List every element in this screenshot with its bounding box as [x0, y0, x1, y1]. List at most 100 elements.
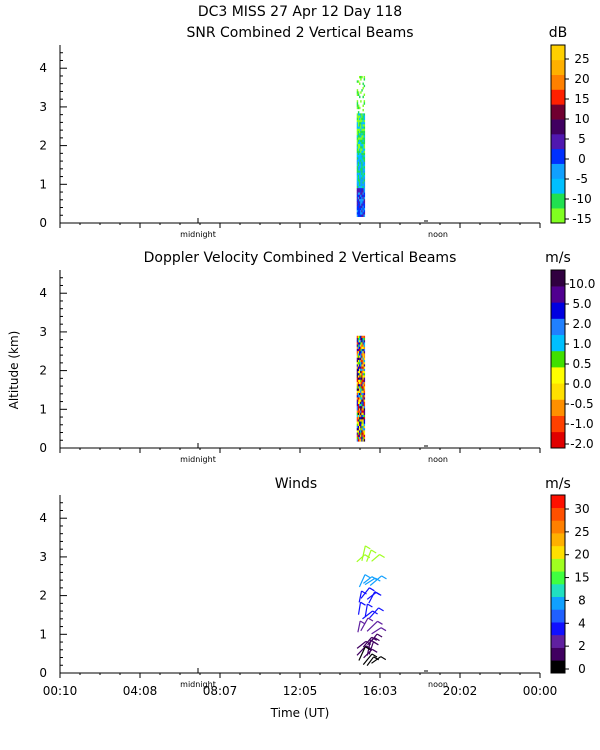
heatmap-cell — [363, 388, 366, 391]
heatmap-cell — [356, 390, 359, 394]
heatmap-cell — [359, 421, 361, 424]
colorbar-swatch — [551, 163, 565, 179]
heatmap-cell — [357, 335, 360, 339]
colorbar-swatch — [551, 270, 565, 287]
heatmap-cell — [362, 196, 364, 200]
heatmap-cell — [359, 375, 361, 378]
heatmap-cell — [361, 192, 363, 195]
heatmap-cell — [362, 390, 364, 394]
colorbar-tick-label: 8 — [578, 593, 586, 607]
winds-panel: 0 1 2 3 4 midnight noon — [39, 495, 541, 689]
heatmap-cell — [356, 190, 359, 193]
heatmap-cell — [361, 397, 363, 400]
heatmap-cell — [361, 207, 363, 211]
heatmap-cell — [356, 163, 359, 167]
heatmap-cell — [356, 425, 359, 429]
y-axis-label: Altitude (km) — [7, 331, 21, 410]
heatmap-cell — [359, 75, 361, 79]
heatmap-cell — [357, 362, 360, 365]
heatmap-cell — [359, 141, 361, 145]
heatmap-cell — [362, 434, 364, 438]
heatmap-cell — [357, 351, 360, 354]
heatmap-cell — [362, 150, 364, 154]
colorbar-frame — [550, 494, 566, 674]
heatmap-cell — [361, 196, 363, 200]
heatmap-cell — [361, 177, 363, 180]
heatmap-cell — [361, 417, 363, 420]
heatmap-cell — [362, 148, 364, 151]
colorbar-tick-label: 10 — [574, 112, 589, 126]
heatmap-cell — [357, 199, 360, 202]
heatmap-cell — [359, 95, 361, 99]
heatmap-cell — [360, 364, 362, 367]
heatmap-cell — [363, 93, 366, 96]
heatmap-cell — [360, 421, 362, 424]
heatmap-cell — [359, 115, 361, 118]
heatmap-cell — [360, 342, 362, 345]
heatmap-cell — [361, 388, 363, 391]
heatmap-cell — [356, 185, 359, 189]
heatmap-cell — [362, 212, 364, 215]
heatmap-cell — [362, 137, 364, 140]
heatmap-cell — [359, 163, 361, 167]
heatmap-cell — [360, 75, 362, 79]
heatmap-cell — [362, 126, 364, 129]
heatmap-cell — [361, 419, 363, 422]
colorbar-tick-label: 0 — [578, 662, 586, 676]
wind-barb-flag — [364, 574, 371, 579]
heatmap-cell — [361, 135, 363, 138]
colorbar-swatch — [551, 104, 565, 120]
heatmap-cell — [363, 177, 366, 180]
heatmap-cell — [363, 78, 366, 81]
heatmap-cell — [362, 348, 364, 352]
heatmap-cell — [361, 364, 363, 367]
heatmap-cell — [356, 159, 359, 162]
y-tick-label: 3 — [39, 100, 47, 114]
wind-barb-flag — [371, 648, 378, 653]
heatmap-cell — [359, 179, 361, 182]
heatmap-cell — [363, 124, 366, 127]
heatmap-cell — [360, 395, 362, 398]
y-tick-label: 4 — [39, 511, 47, 525]
colorbar-tick-label: 25 — [574, 52, 589, 66]
heatmap-cell — [360, 126, 362, 129]
heatmap-cell — [363, 428, 366, 431]
heatmap-cell — [363, 201, 366, 204]
x-tick-label: 20:02 — [443, 684, 478, 698]
heatmap-cell — [357, 192, 360, 195]
colorbar-tick-label: 0.0 — [572, 377, 591, 391]
heatmap-cell — [357, 133, 360, 136]
heatmap-cell — [359, 353, 361, 356]
heatmap-cell — [361, 421, 363, 424]
heatmap-cell — [361, 379, 363, 383]
heatmap-cell — [357, 379, 360, 383]
heatmap-cell — [360, 436, 362, 440]
heatmap-cell — [361, 439, 363, 442]
heatmap-cell — [357, 408, 360, 411]
heatmap-cell — [363, 166, 366, 169]
heatmap-cell — [363, 115, 366, 118]
heatmap-cell — [361, 373, 363, 376]
heatmap-cell — [356, 344, 359, 347]
heatmap-cell — [360, 392, 362, 396]
heatmap-cell — [362, 168, 364, 171]
heatmap-cell — [356, 205, 359, 209]
heatmap-cell — [362, 146, 364, 149]
heatmap-cell — [357, 432, 360, 435]
heatmap-cell — [361, 179, 363, 182]
heatmap-cell — [356, 80, 359, 83]
heatmap-cell — [363, 181, 366, 184]
heatmap-cell — [361, 141, 363, 145]
heatmap-cell — [362, 199, 364, 202]
heatmap-cell — [356, 417, 359, 420]
heatmap-cell — [360, 148, 362, 151]
heatmap-cell — [361, 199, 363, 202]
heatmap-cell — [360, 185, 362, 189]
heatmap-cell — [361, 122, 363, 125]
heatmap-cell — [356, 368, 359, 372]
heatmap-cell — [359, 351, 361, 354]
heatmap-cell — [362, 362, 364, 365]
heatmap-cell — [359, 170, 361, 173]
x-tick-label: 00:00 — [523, 684, 558, 698]
heatmap-cell — [362, 157, 364, 160]
